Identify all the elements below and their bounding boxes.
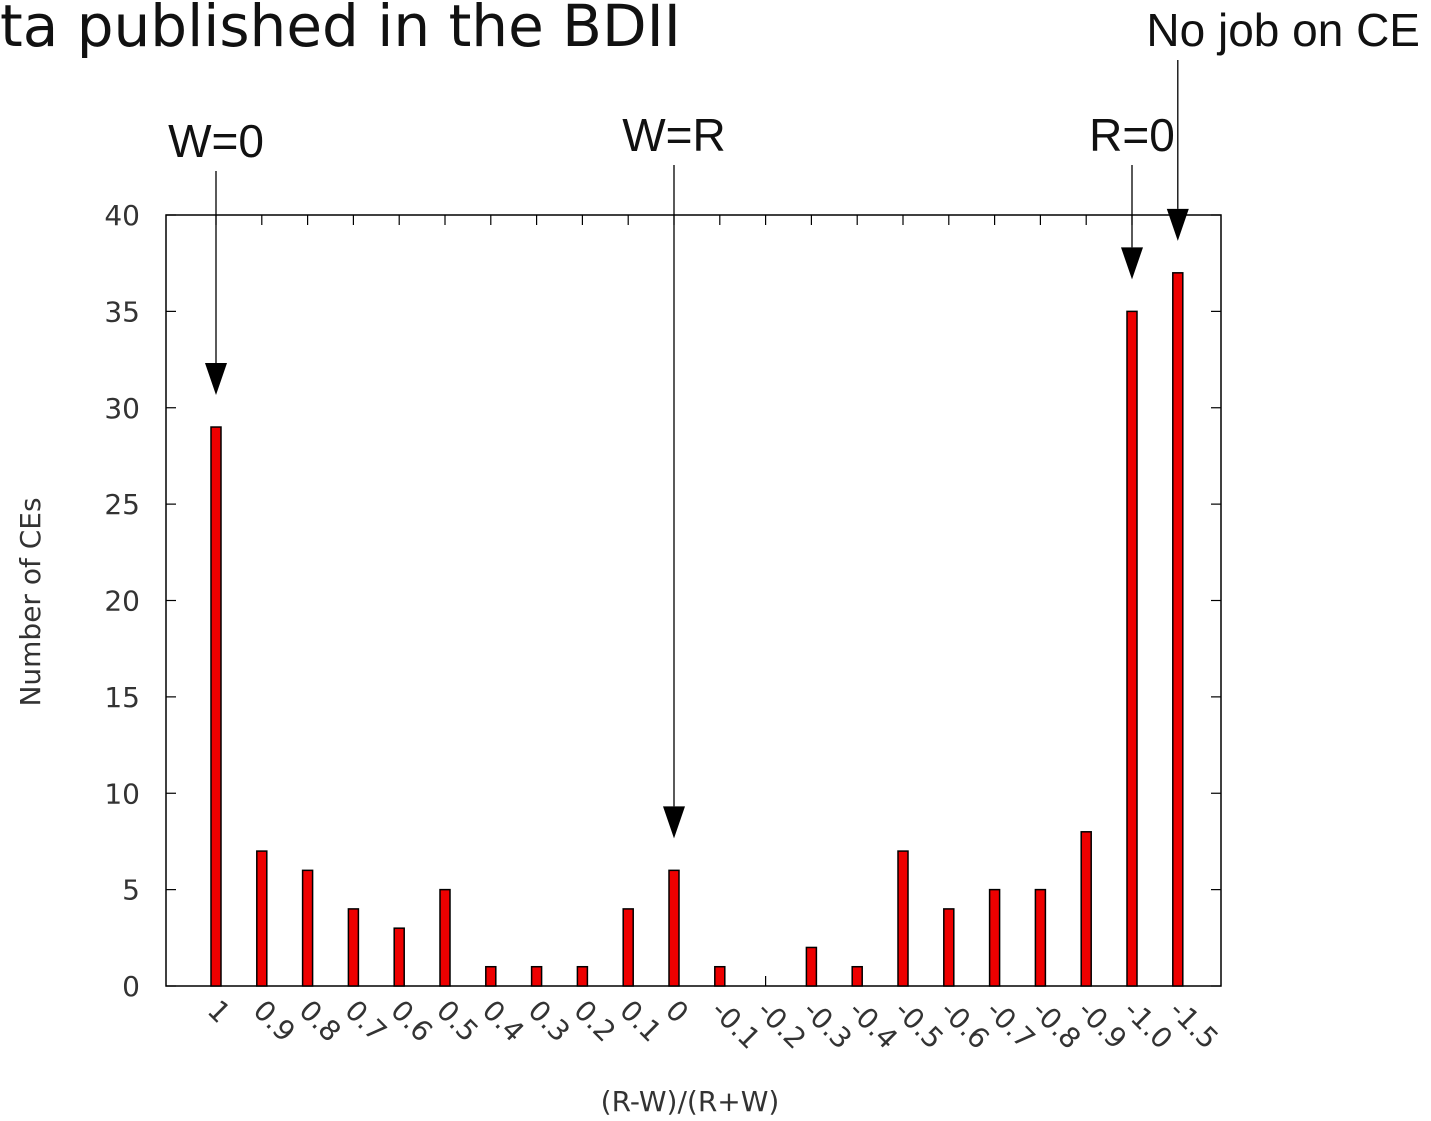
bar — [576, 965, 589, 987]
x-tick-label: -1.5 — [1163, 994, 1225, 1056]
bar — [1172, 272, 1184, 987]
bar — [256, 850, 268, 987]
page-title: ta published in the BDII — [0, 0, 681, 60]
annotation-label: W=0 — [168, 115, 264, 167]
annotation-arrow-head — [1166, 208, 1189, 241]
x-tick-label: -0.5 — [888, 994, 950, 1056]
y-tick-label: 10 — [104, 777, 140, 810]
bar — [301, 869, 314, 987]
y-tick-label: 40 — [104, 199, 140, 232]
x-tick-label: -0.7 — [980, 994, 1042, 1056]
y-axis: 0 5 10 15 20 25 30 35 40 — [104, 199, 1221, 1003]
x-tick-label: 0.1 — [613, 994, 668, 1049]
bar — [1080, 831, 1092, 987]
x-tick-label: 1 — [201, 994, 237, 1030]
annotation-arrow-head — [663, 806, 685, 839]
x-tick-label: -1.0 — [1117, 994, 1179, 1056]
x-tick-label: 0.3 — [522, 994, 577, 1049]
annotations: W=0 W=R R=0 No job on CE — [168, 4, 1420, 839]
bar — [943, 908, 955, 987]
bars — [210, 272, 1184, 987]
y-axis-title: Number of CEs — [14, 497, 47, 706]
bar — [988, 888, 1001, 987]
bar — [1034, 888, 1047, 987]
x-tick-label: -0.9 — [1071, 994, 1133, 1056]
x-axis-title: (R-W)/(R+W) — [601, 1085, 780, 1118]
x-tick-label: 0.8 — [293, 994, 348, 1049]
bar — [485, 965, 497, 987]
bar — [668, 869, 680, 987]
plot-border — [165, 214, 1222, 987]
x-tick-label: -0.1 — [705, 994, 767, 1056]
x-tick-label: 0.2 — [567, 994, 622, 1049]
bar — [622, 908, 634, 987]
y-tick-label: 5 — [122, 874, 140, 907]
y-tick-label: 15 — [104, 681, 140, 714]
bar — [530, 965, 543, 987]
bar — [439, 888, 451, 987]
x-tick-label: 0.5 — [430, 994, 485, 1049]
annotation-label: W=R — [622, 109, 726, 161]
y-tick-label: 30 — [104, 392, 140, 425]
bar — [393, 927, 405, 987]
y-tick-label: 25 — [104, 488, 140, 521]
plot-frame — [165, 214, 1222, 987]
x-tick-label: 0.6 — [384, 994, 439, 1049]
bar — [347, 908, 360, 987]
y-tick-label: 35 — [104, 295, 140, 328]
x-tick-label: -0.2 — [751, 994, 813, 1056]
x-tick-label: -0.4 — [842, 994, 904, 1056]
x-tick-label: -0.3 — [796, 994, 858, 1056]
bar — [805, 946, 818, 987]
y-tick-label: 0 — [122, 970, 140, 1003]
bar — [1126, 310, 1138, 987]
bar — [714, 965, 726, 987]
annotation-arrow-head — [1121, 247, 1143, 280]
annotation-label: No job on CE — [1146, 4, 1420, 56]
annotation-label: R=0 — [1089, 109, 1175, 161]
bar — [897, 850, 909, 987]
x-tick-label: 0.9 — [247, 994, 302, 1049]
bar — [210, 426, 222, 987]
x-tick-label: 0.4 — [476, 994, 531, 1049]
x-tick-label: -0.6 — [934, 994, 996, 1056]
x-tick-label: 0.7 — [338, 994, 393, 1049]
annotation-arrow-head — [205, 363, 227, 396]
x-tick-label: -0.8 — [1025, 994, 1087, 1056]
y-tick-label: 20 — [104, 585, 140, 618]
bar — [851, 965, 863, 987]
